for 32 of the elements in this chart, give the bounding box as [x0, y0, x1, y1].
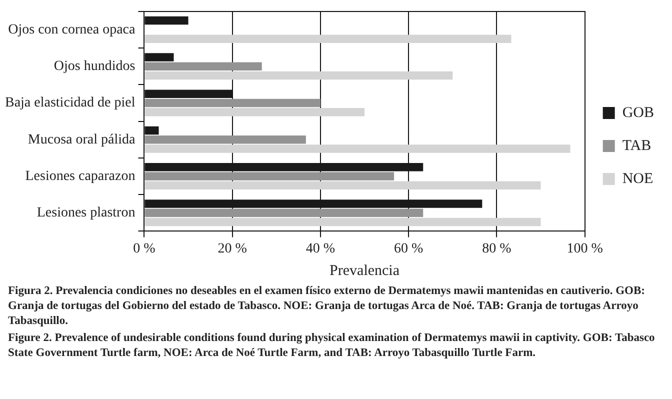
bar — [144, 16, 188, 25]
bar — [144, 62, 262, 70]
text: Figura 2. Prevalencia condiciones no deseables en el examen físico externo de Dermatemys mawii mantenidas en cautiverio. GOB: Granja de tortugas del Gobierno del estado de Tabasco. NOE: Granja de tortugas Arca de Noé. TAB: Granja de tortugas Arroyo Tabasquillo. — [8, 284, 646, 329]
x-tick-label: 20 % — [218, 241, 248, 256]
bar — [144, 126, 159, 135]
bar — [144, 172, 394, 180]
x-axis-title: Prevalencia — [330, 262, 400, 279]
bar — [144, 98, 320, 108]
y-tick-label: Lesiones plastron — [36, 206, 136, 221]
x-tick-label: 80 % — [482, 241, 512, 256]
legend-label: GOB — [622, 104, 654, 121]
x-tick-label: 40 % — [306, 241, 336, 256]
x-tick-label: 0 % — [133, 241, 156, 256]
y-tick-label: Baja elasticidad de piel — [4, 96, 136, 111]
bar — [144, 181, 541, 190]
bar — [144, 218, 541, 226]
legend-label: NOE — [622, 170, 654, 187]
bar — [144, 53, 174, 62]
bar — [144, 144, 570, 153]
caption: Figure 2. Prevalence of undesirable conditions found during physical examination of Dermatemys mawii in captivity. GOB: Tabasco State Government Turtle farm, NOE: Arca de Noé Turtle Farm, and TAB: Arroyo Tabasquillo Turtle Farm. — [8, 331, 656, 361]
bar — [144, 135, 306, 144]
y-tick-label: Ojos con cornea opaca — [8, 22, 136, 38]
y-tick-label: Mucosa oral pálida — [28, 132, 136, 148]
x-tick-label: 100 % — [566, 241, 604, 256]
bar — [144, 71, 453, 80]
bar — [144, 208, 424, 218]
y-tick-label: Lesiones caparazon — [25, 168, 136, 184]
bar — [144, 108, 365, 116]
y-tick-label: Ojos hundidos — [54, 59, 136, 74]
bar — [144, 34, 512, 43]
legend-label: TAB — [622, 138, 652, 154]
x-tick-label: 60 % — [394, 241, 424, 256]
